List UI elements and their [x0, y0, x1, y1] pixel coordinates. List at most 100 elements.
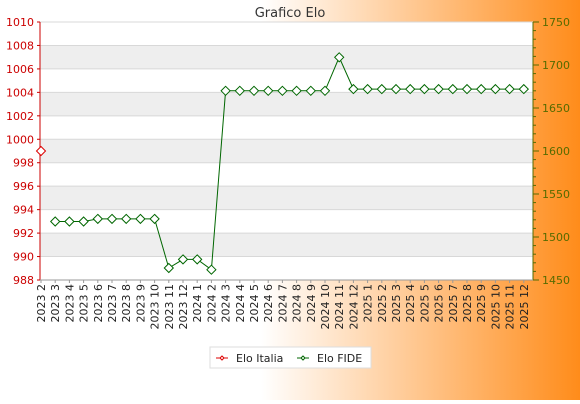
- data-point-elo-fide: [49, 216, 61, 227]
- x-axis-tick-label: 2023 8: [120, 284, 133, 323]
- data-point-elo-fide: [234, 85, 246, 97]
- legend-box: [209, 346, 372, 369]
- x-axis-tick-label: 2025 1: [362, 284, 375, 323]
- right-axis-tick-label: 1600: [542, 145, 570, 158]
- x-axis-tick-label: 2025 3: [390, 284, 403, 323]
- x-axis-tick-label: 2025 2: [376, 284, 389, 323]
- right-axis-tick-label: 1500: [542, 231, 570, 244]
- right-axis-tick-label: 1750: [542, 16, 570, 29]
- data-point-elo-italia: [35, 145, 47, 157]
- left-axis-tick-label: 1010: [6, 16, 34, 29]
- legend-label-elo-fide: Elo FIDE: [317, 352, 362, 365]
- x-axis-tick-label: 2025 11: [504, 284, 517, 330]
- x-axis-tick-label: 2024 10: [319, 284, 332, 330]
- x-axis-tick-label: 2023 3: [49, 284, 62, 323]
- data-point-elo-fide: [376, 83, 388, 95]
- right-axis-tick-label: 1700: [542, 59, 570, 72]
- x-axis-tick-label: 2025 12: [518, 284, 531, 330]
- x-axis-tick-label: 2023 11: [163, 284, 176, 330]
- data-point-elo-fide: [490, 83, 501, 95]
- grid-band: [40, 92, 533, 116]
- x-axis-tick-label: 2024 3: [220, 284, 233, 323]
- data-point-elo-fide: [177, 254, 189, 265]
- data-point-elo-fide: [518, 83, 530, 95]
- data-point-elo-fide: [319, 85, 331, 97]
- data-point-elo-fide: [504, 83, 515, 95]
- x-axis-tick-label: 2024 12: [347, 284, 360, 330]
- data-point-elo-fide: [333, 52, 345, 63]
- legend: Elo Italia Elo FIDE: [209, 346, 372, 369]
- grid-band: [40, 139, 533, 163]
- data-point-elo-fide: [419, 83, 430, 95]
- left-axis-tick-label: 988: [13, 274, 34, 287]
- grid-band: [40, 233, 533, 257]
- data-point-elo-fide: [163, 262, 175, 274]
- data-point-elo-fide: [106, 213, 118, 225]
- left-axis-tick-label: 1002: [6, 110, 34, 123]
- data-point-elo-fide: [305, 85, 317, 97]
- data-point-elo-fide: [291, 85, 302, 97]
- x-axis-tick-label: 2023 5: [78, 284, 91, 323]
- left-axis-tick-label: 992: [13, 227, 34, 240]
- data-point-elo-fide: [475, 83, 487, 95]
- data-point-elo-fide: [262, 85, 274, 97]
- x-axis-tick-label: 2025 9: [475, 284, 488, 323]
- left-axis-tick-label: 1000: [6, 133, 34, 146]
- left-axis-tick-label: 998: [13, 157, 34, 170]
- data-point-elo-fide: [64, 216, 75, 227]
- x-axis-tick-label: 2023 9: [134, 284, 147, 323]
- data-point-elo-fide: [206, 264, 217, 275]
- data-point-elo-fide: [78, 216, 89, 227]
- x-axis-tick-label: 2023 10: [149, 284, 162, 330]
- x-axis-tick-label: 2023 4: [63, 284, 76, 323]
- legend-marker-elo-fide: [300, 355, 306, 361]
- data-point-elo-fide: [135, 213, 146, 225]
- x-axis-tick-label: 2023 7: [106, 284, 119, 323]
- data-point-elo-fide: [277, 85, 288, 97]
- x-axis-tick-label: 2025 5: [418, 284, 431, 323]
- right-axis-tick-label: 1650: [542, 102, 570, 115]
- left-axis-tick-label: 990: [13, 251, 34, 264]
- x-axis-tick-label: 2024 6: [262, 284, 275, 323]
- right-axis-tick-label: 1550: [542, 188, 570, 201]
- data-point-elo-fide: [220, 85, 231, 97]
- left-axis-tick-label: 1008: [6, 39, 34, 52]
- x-axis-tick-label: 2024 4: [234, 284, 247, 323]
- chart-title: Grafico Elo: [255, 6, 326, 21]
- series-line-elo-fide: [55, 56, 524, 271]
- x-axis-tick-label: 2024 1: [191, 284, 204, 323]
- data-point-elo-fide: [461, 83, 473, 95]
- left-axis-tick-label: 996: [13, 180, 34, 193]
- data-point-elo-fide: [191, 254, 203, 265]
- data-point-elo-fide: [404, 83, 416, 95]
- data-point-elo-fide: [362, 83, 373, 95]
- x-axis-tick-label: 2024 11: [333, 284, 346, 330]
- data-point-elo-fide: [92, 213, 104, 225]
- left-axis-tick-label: 1006: [6, 63, 34, 76]
- x-axis-tick-label: 2025 4: [404, 284, 417, 323]
- grid-band: [40, 45, 533, 69]
- data-point-elo-fide: [120, 213, 132, 225]
- x-axis-tick-label: 2025 8: [461, 284, 474, 323]
- x-axis-tick-label: 2024 9: [305, 284, 318, 323]
- right-axis-tick-label: 1450: [542, 274, 570, 287]
- x-axis-tick-label: 2025 7: [447, 284, 460, 323]
- legend-marker-elo-italia: [219, 355, 225, 361]
- x-axis-tick-label: 2024 2: [205, 284, 218, 323]
- left-axis-tick-label: 994: [13, 204, 34, 217]
- left-axis-tick-label: 1004: [6, 86, 34, 99]
- x-axis-tick-label: 2024 8: [291, 284, 304, 323]
- x-axis-tick-label: 2023 2: [35, 284, 48, 323]
- legend-label-elo-italia: Elo Italia: [236, 352, 283, 365]
- x-axis-tick-label: 2024 7: [276, 284, 289, 323]
- data-point-elo-fide: [390, 83, 402, 95]
- x-axis-tick-label: 2025 6: [433, 284, 446, 323]
- data-point-elo-fide: [447, 83, 459, 95]
- grid-band: [40, 186, 533, 210]
- data-point-elo-fide: [248, 85, 260, 97]
- data-point-elo-fide: [433, 83, 444, 95]
- x-axis-tick-label: 2023 6: [92, 284, 105, 323]
- x-axis-tick-label: 2024 5: [248, 284, 261, 323]
